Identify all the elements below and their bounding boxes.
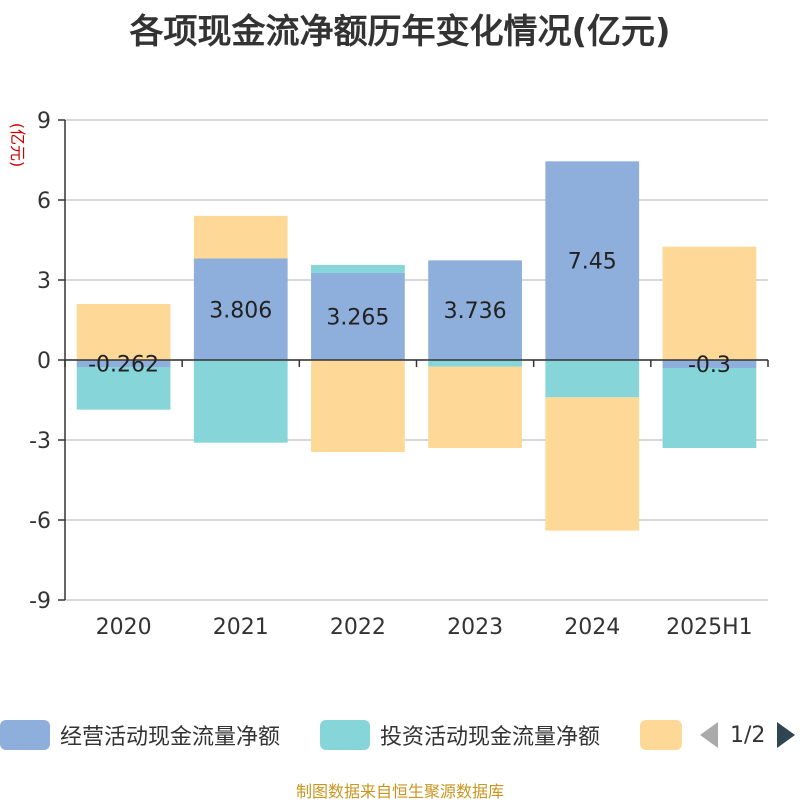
bar-segment-operating: [428, 260, 522, 360]
x-tick-label: 2020: [96, 615, 152, 640]
bar-segment-investing: [193, 360, 288, 443]
y-tick-label: 9: [37, 109, 51, 134]
bar-segment-investing: [311, 264, 405, 273]
data-source-note: 制图数据来自恒生聚源数据库: [295, 782, 504, 801]
bar-segment-operating: [76, 360, 171, 367]
legend-next-arrow-icon[interactable]: [777, 722, 796, 748]
legend-item-investing[interactable]: 投资活动现金流量净额: [320, 718, 600, 752]
legend-swatch-operating: [0, 720, 50, 750]
legend-pager: 1/2: [700, 718, 796, 752]
bar-value-label: 7.45: [568, 250, 617, 275]
chart-area: 9 6 3 0 -3 -6 -9 (亿元) 2020 2021 2022 2023 2024 2025H1…: [8, 109, 769, 640]
legend-label-investing: 投资活动现金流量净额: [380, 725, 601, 750]
x-tick-label: 2021: [213, 615, 269, 640]
bar-segment-investing: [545, 360, 640, 398]
bar-segment-operating: [193, 258, 288, 360]
bar-segment-operating: [545, 161, 640, 360]
y-tick-label: -9: [29, 589, 51, 614]
bar-segment-financing: [311, 360, 405, 452]
y-tick-label: 6: [37, 189, 51, 214]
legend-swatch-financing: [640, 720, 682, 750]
bar-segment-financing: [193, 215, 288, 259]
y-axis-label: (亿元): [8, 123, 27, 168]
y-tick-label: -3: [29, 429, 51, 454]
chart-title: 各项现金流净额历年变化情况(亿元): [129, 12, 671, 52]
bar-segment-operating: [662, 360, 757, 368]
bar-value-label: -0.262: [88, 352, 159, 377]
x-tick-label: 2025H1: [666, 615, 753, 640]
x-tick-label: 2024: [564, 615, 620, 640]
bar-segment-investing: [662, 368, 757, 448]
bar-value-label: 3.736: [444, 299, 507, 324]
bar-value-label: 3.265: [326, 305, 389, 330]
bar-segment-financing: [428, 366, 522, 448]
y-tick-label: -6: [29, 509, 51, 534]
x-tick-label: 2022: [330, 615, 386, 640]
bar-value-label: 3.806: [209, 298, 272, 323]
bar-segment-financing: [545, 397, 640, 531]
bar-segment-investing: [428, 360, 522, 367]
bar-segment-investing: [76, 366, 171, 410]
bar-segment-financing: [662, 246, 757, 360]
y-tick-label: 0: [37, 349, 51, 374]
bar-value-label: -0.3: [688, 353, 731, 378]
legend-page-indicator: 1/2: [730, 722, 766, 748]
legend: 经营活动现金流量净额 投资活动现金流量净额 1/2: [0, 718, 800, 752]
legend-item-operating[interactable]: 经营活动现金流量净额: [0, 718, 280, 752]
bar-segment-operating: [311, 272, 405, 360]
legend-item-financing[interactable]: [640, 718, 692, 752]
bar-segment-financing: [76, 304, 171, 360]
legend-prev-arrow-icon[interactable]: [700, 722, 718, 748]
y-tick-label: 3: [37, 269, 51, 294]
legend-label-operating: 经营活动现金流量净额: [60, 725, 281, 750]
x-tick-label: 2023: [447, 615, 503, 640]
legend-swatch-investing: [320, 720, 370, 750]
